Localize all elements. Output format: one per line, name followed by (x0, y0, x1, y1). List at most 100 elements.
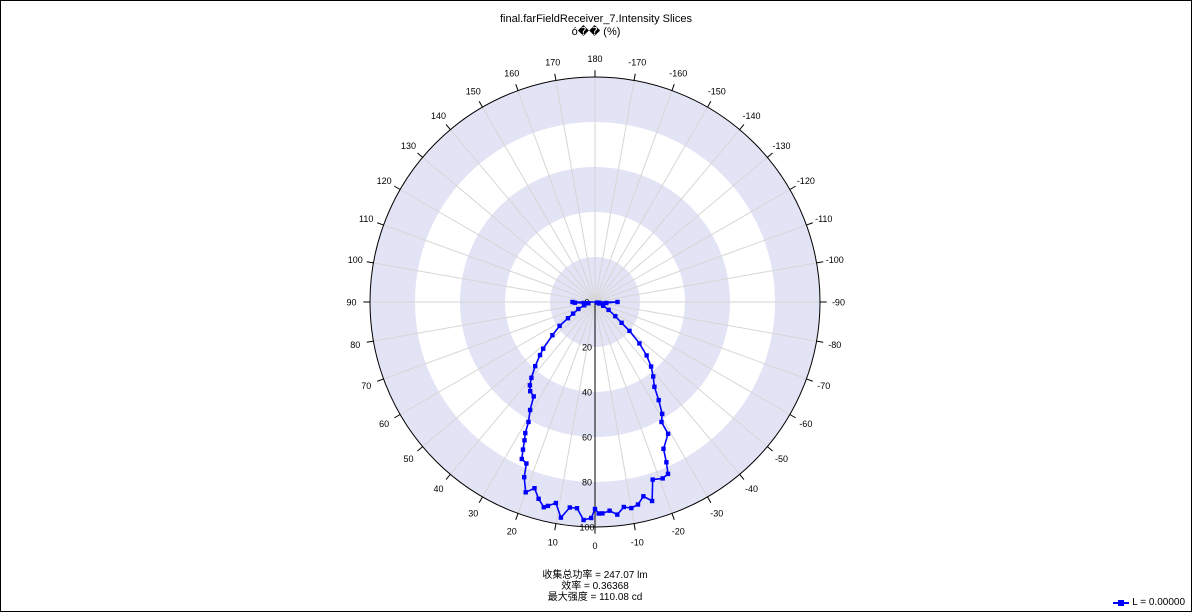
angle-tick-label: -140 (742, 111, 760, 121)
data-point (541, 346, 546, 351)
data-point (524, 461, 529, 466)
data-point (526, 419, 531, 425)
series-layer (519, 299, 671, 523)
angle-tick-label: -170 (628, 58, 646, 68)
radial-tick-label: 80 (582, 478, 592, 488)
angle-gridline (594, 189, 791, 303)
data-point (644, 353, 649, 358)
angle-gridline (594, 224, 807, 303)
data-point (627, 328, 632, 334)
angle-tick-label: 0 (592, 541, 597, 551)
angle-tick (816, 261, 824, 264)
angle-tick-label: 130 (401, 141, 416, 151)
angle-tick-label: -120 (797, 176, 815, 186)
angle-tick-label: 60 (379, 419, 389, 429)
angle-tick-label: -160 (669, 69, 687, 79)
angle-tick-label: 90 (347, 298, 357, 308)
data-point (586, 301, 591, 306)
angle-tick-label: -130 (772, 141, 790, 151)
angle-gridline (482, 106, 596, 303)
data-point (606, 307, 611, 313)
data-point (661, 446, 666, 451)
data-point (558, 515, 564, 520)
angle-tick (377, 378, 384, 382)
angle-gridline (594, 301, 817, 342)
angle-tick-label: 160 (504, 69, 519, 79)
radial-tick-label: 60 (582, 433, 592, 443)
summary-total-power: 收集总功率 = 247.07 lm (542, 570, 648, 581)
angle-tick-label: -30 (710, 508, 723, 518)
angle-tick (671, 513, 675, 520)
angle-gridline (594, 90, 673, 303)
data-point (597, 301, 602, 306)
data-point (529, 375, 534, 380)
data-point (523, 430, 528, 436)
angle-tick (767, 446, 773, 452)
angle-tick (789, 185, 796, 190)
data-point (528, 389, 533, 394)
data-point (621, 504, 626, 510)
data-point (607, 508, 612, 513)
angle-tick (445, 124, 451, 130)
angle-tick-label: -150 (708, 87, 726, 97)
data-point (649, 498, 655, 504)
angle-tick-label: -10 (631, 537, 644, 547)
angle-tick (767, 152, 773, 158)
angle-tick (515, 513, 519, 520)
legend: L = 0.00000 (1113, 597, 1185, 608)
angle-tick-label: -90 (832, 298, 845, 308)
data-point (648, 364, 654, 369)
data-point (541, 505, 546, 510)
data-point (650, 477, 655, 482)
data-point (592, 506, 598, 512)
data-point (570, 299, 575, 305)
data-point (522, 475, 527, 480)
data-point (565, 316, 571, 321)
data-point (665, 471, 671, 477)
angle-gridline (594, 129, 741, 303)
data-point (660, 411, 665, 417)
angle-gridline (555, 80, 596, 303)
angle-tick-label: -60 (799, 419, 812, 429)
angle-tick (739, 124, 745, 130)
data-point (545, 503, 551, 509)
angle-gridline (422, 156, 596, 303)
angle-tick (633, 73, 636, 81)
data-point (581, 300, 586, 306)
angle-tick (816, 340, 824, 343)
data-point (635, 502, 641, 507)
angle-gridline (517, 301, 596, 514)
data-point (570, 311, 576, 316)
data-point (659, 419, 664, 425)
data-point (596, 511, 601, 516)
data-point (604, 300, 609, 306)
data-point (619, 320, 624, 325)
data-point (600, 511, 605, 516)
data-point (656, 397, 661, 403)
axes (363, 70, 827, 534)
angle-tick (633, 523, 636, 531)
angle-tick-label: 140 (431, 111, 446, 121)
data-point (637, 341, 642, 346)
angle-tick-label: 70 (361, 381, 371, 391)
angle-tick (366, 340, 374, 343)
angle-tick-label: 40 (434, 484, 444, 494)
radial-tick-label: 20 (582, 343, 592, 353)
angle-tick-label: 10 (548, 537, 558, 547)
angle-tick (739, 474, 745, 480)
angle-gridline (449, 301, 596, 475)
summary-efficiency: 效率 = 0.36368 (561, 581, 629, 592)
data-point (581, 517, 586, 523)
angle-gridline (373, 262, 596, 303)
data-point (665, 431, 671, 436)
angle-tick (515, 84, 519, 91)
angle-tick (554, 73, 557, 81)
data-point (629, 505, 634, 511)
angle-tick-label: 50 (403, 454, 413, 464)
angle-tick-label: 120 (377, 176, 392, 186)
angle-gridline (449, 129, 596, 303)
angle-tick (377, 222, 384, 226)
data-point (574, 506, 580, 511)
